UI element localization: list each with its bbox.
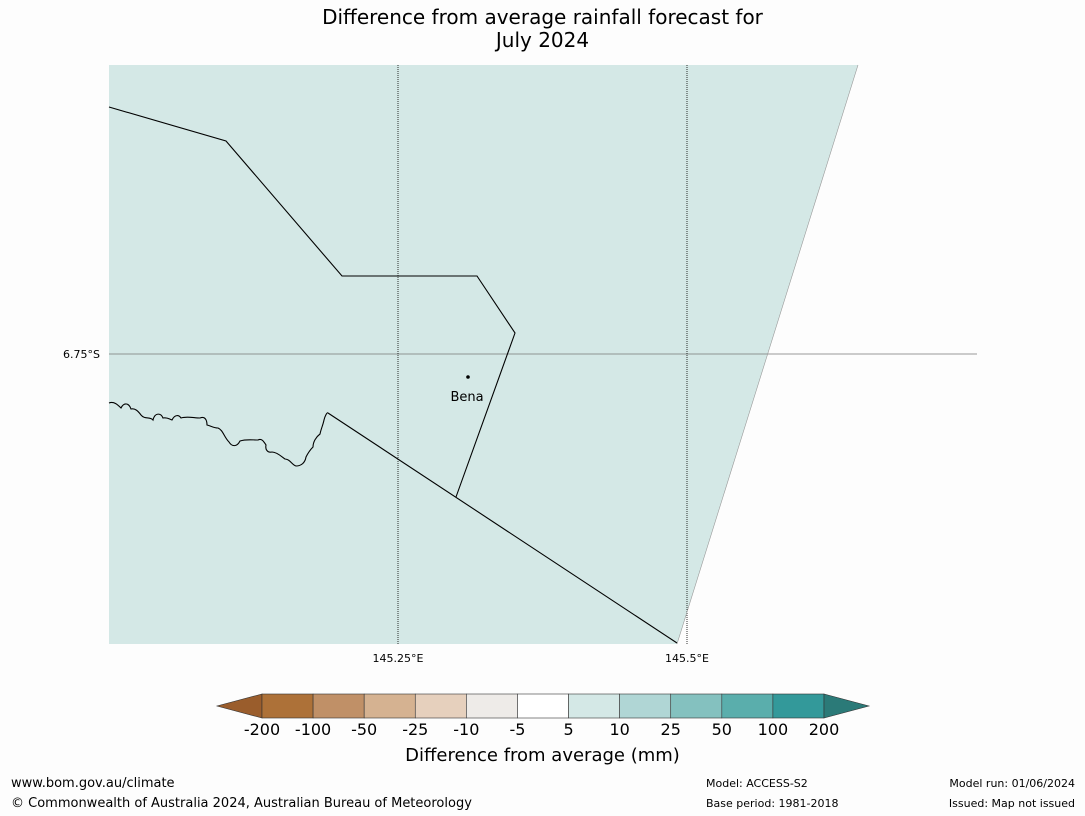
colorbar-extend-low	[215, 693, 263, 719]
colorbar-bin	[670, 693, 723, 719]
colorbar-tick-label: 100	[757, 720, 789, 739]
colorbar-bin	[414, 693, 467, 719]
lon-tick-label-145-25: 145.25°E	[373, 652, 424, 665]
colorbar-bin	[466, 693, 518, 719]
forecast-region	[109, 65, 858, 644]
map-title: Difference from average rainfall forecas…	[0, 6, 1085, 52]
town-label-bena: Bena	[450, 390, 483, 405]
colorbar-bin	[312, 693, 365, 719]
colorbar-bin	[517, 693, 569, 719]
title-line-2: July 2024	[495, 28, 590, 52]
colorbar	[215, 693, 871, 719]
district-boundary-south	[327, 412, 678, 644]
colorbar-tick-label: 25	[660, 720, 681, 739]
colorbar-bin	[261, 693, 314, 719]
town-marker-bena	[466, 375, 470, 379]
colorbar-bin	[619, 693, 672, 719]
footer-website: www.bom.gov.au/climate	[11, 776, 175, 791]
title-line-1: Difference from average rainfall forecas…	[322, 5, 763, 29]
colorbar-bin	[568, 693, 620, 719]
colorbar-tick-label: 50	[711, 720, 732, 739]
colorbar-bin	[363, 693, 416, 719]
colorbar-bin	[772, 693, 825, 719]
river-line	[108, 401, 329, 467]
colorbar-tick-label: -100	[294, 720, 332, 739]
colorbar-title: Difference from average (mm)	[405, 745, 680, 766]
colorbar-tick-label: 200	[808, 720, 840, 739]
colorbar-tick-label: -10	[453, 720, 480, 739]
colorbar-tick-label: -200	[243, 720, 281, 739]
footer-copyright: © Commonwealth of Australia 2024, Austra…	[11, 796, 472, 811]
colorbar-tick-label: 5	[563, 720, 574, 739]
lat-tick-label: 6.75°S	[63, 348, 100, 361]
colorbar-bin	[721, 693, 774, 719]
colorbar-extend-high	[823, 693, 871, 719]
colorbar-tick-label: 10	[609, 720, 630, 739]
projection-edge	[676, 64, 859, 645]
district-boundary	[108, 106, 516, 498]
colorbar-tick-label: -5	[509, 720, 526, 739]
lon-tick-label-145-5: 145.5°E	[665, 652, 709, 665]
footer-base-period: Base period: 1981-2018	[706, 797, 839, 810]
footer-model-run: Model run: 01/06/2024	[949, 777, 1075, 790]
colorbar-tick-label: -50	[351, 720, 378, 739]
colorbar-tick-label: -25	[402, 720, 429, 739]
footer-issued: Issued: Map not issued	[948, 797, 1075, 810]
footer-model: Model: ACCESS-S2	[706, 777, 808, 790]
